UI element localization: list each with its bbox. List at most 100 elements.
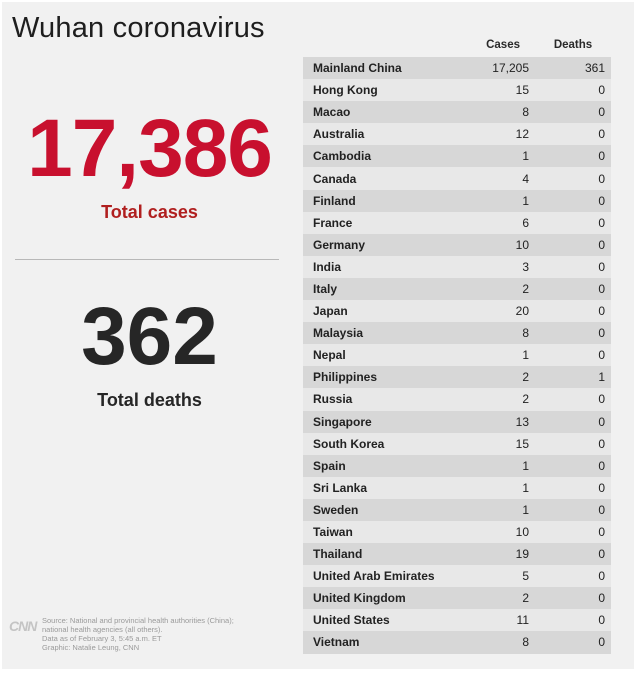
table-row: Japan 20 0	[303, 300, 611, 323]
country-cell: United Kingdom	[313, 591, 406, 606]
country-cell: Cambodia	[313, 149, 372, 164]
deaths-cell: 0	[598, 414, 605, 429]
cases-cell: 15	[515, 436, 529, 451]
cases-cell: 6	[522, 215, 529, 230]
table-row: Nepal 1 0	[303, 344, 611, 367]
country-cell: Germany	[313, 237, 366, 252]
deaths-cell: 0	[598, 326, 605, 341]
cases-cell: 2	[522, 392, 529, 407]
country-cell: Mainland China	[313, 61, 402, 76]
deaths-cell: 0	[598, 171, 605, 186]
table-row: Cambodia 1 0	[303, 145, 611, 168]
cases-cell: 4	[522, 171, 529, 186]
country-cell: Vietnam	[313, 635, 360, 650]
total-deaths-label: Total deaths	[97, 390, 202, 410]
deaths-cell: 0	[598, 127, 605, 142]
table-row: Spain 1 0	[303, 454, 611, 477]
totals-panel: 17,386 Total cases 362 Total deaths CNN …	[2, 2, 297, 669]
table-row: Philippines 2 1	[303, 366, 611, 389]
country-cell: South Korea	[313, 436, 385, 451]
cases-cell: 12	[515, 127, 529, 142]
deaths-cell: 0	[598, 502, 605, 517]
table-row: Germany 10 0	[303, 233, 611, 256]
column-header-cases: Cases	[486, 39, 520, 51]
cases-cell: 2	[522, 591, 529, 606]
table-row: Russia 2 0	[303, 388, 611, 411]
table-row: Sweden 1 0	[303, 498, 611, 521]
country-cell: Australia	[313, 127, 365, 142]
table-row: Malaysia 8 0	[303, 322, 611, 345]
cases-cell: 8	[522, 105, 529, 120]
table-row: Finland 1 0	[303, 189, 611, 212]
table-row: Taiwan 10 0	[303, 520, 611, 544]
cases-cell: 8	[522, 635, 529, 650]
total-deaths-value: 362	[81, 291, 218, 382]
source-line: Source: National and provincial health a…	[42, 616, 234, 625]
divider	[15, 259, 279, 260]
table-row: Hong Kong 15 0	[303, 79, 611, 102]
deaths-cell: 0	[598, 635, 605, 650]
table-row: Mainland China 17,205 361	[303, 57, 611, 80]
deaths-cell: 0	[598, 193, 605, 208]
country-cell: India	[313, 259, 342, 274]
table-row: Italy 2 0	[303, 277, 611, 301]
source-line: Data as of February 3, 5:45 a.m. ET	[42, 634, 162, 643]
country-cell: United Arab Emirates	[313, 569, 435, 584]
deaths-cell: 0	[598, 458, 605, 473]
cases-cell: 17,205	[492, 61, 529, 76]
deaths-cell: 0	[598, 105, 605, 120]
deaths-cell: 0	[598, 237, 605, 252]
deaths-cell: 0	[598, 480, 605, 495]
deaths-cell: 0	[598, 215, 605, 230]
cnn-logo-icon: CNN	[9, 618, 37, 634]
deaths-cell: 0	[598, 436, 605, 451]
country-cell: Italy	[313, 281, 338, 296]
country-cell: Finland	[313, 193, 356, 208]
country-cell: Spain	[313, 458, 346, 473]
cases-cell: 2	[522, 370, 529, 385]
table-row: Canada 4 0	[303, 167, 611, 190]
table-row: United States 11 0	[303, 609, 611, 632]
country-cell: Sri Lanka	[313, 480, 368, 495]
cases-cell: 3	[522, 259, 529, 274]
country-cell: Nepal	[313, 348, 346, 363]
cases-cell: 11	[516, 613, 529, 628]
infographic-card: Wuhan coronavirus 17,386 Total cases 362…	[2, 2, 634, 669]
table-row: Vietnam 8 0	[303, 631, 611, 654]
deaths-cell: 0	[598, 259, 605, 274]
cases-cell: 1	[522, 348, 529, 363]
country-cell: United States	[313, 613, 390, 628]
deaths-cell: 0	[598, 392, 605, 407]
deaths-cell: 1	[598, 370, 605, 385]
table-row: Thailand 19 0	[303, 543, 611, 566]
deaths-cell: 0	[598, 149, 605, 164]
column-header-deaths: Deaths	[553, 39, 593, 51]
country-cell: Hong Kong	[313, 83, 378, 98]
deaths-cell: 361	[584, 61, 605, 76]
cases-cell: 1	[522, 149, 529, 164]
cases-cell: 10	[515, 525, 529, 540]
deaths-cell: 0	[598, 281, 605, 296]
deaths-cell: 0	[598, 304, 605, 319]
country-cell: Canada	[313, 171, 357, 186]
cases-cell: 8	[522, 326, 529, 341]
country-table: Mainland China 17,205 361 Hong Kong 15 0 Macao…	[303, 57, 611, 654]
deaths-cell: 0	[598, 83, 605, 98]
country-cell: France	[313, 215, 353, 230]
table-row: Sri Lanka 1 0	[303, 476, 611, 499]
total-cases-value: 17,386	[27, 103, 273, 194]
cases-cell: 1	[522, 458, 529, 473]
deaths-cell: 0	[598, 613, 605, 628]
table-row: India 3 0	[303, 255, 611, 278]
deaths-cell: 0	[598, 591, 605, 606]
source-line: national health agencies (all others).	[42, 625, 163, 634]
table-row: Australia 12 0	[303, 123, 611, 146]
table-row: Singapore 13 0	[303, 410, 611, 433]
source-note: Source: National and provincial health a…	[42, 616, 302, 652]
cases-cell: 1	[522, 480, 529, 495]
country-cell: Thailand	[313, 547, 363, 562]
table-row: United Arab Emirates 5 0	[303, 565, 611, 588]
deaths-cell: 0	[598, 348, 605, 363]
cases-cell: 20	[515, 304, 529, 319]
cases-cell: 2	[522, 281, 529, 296]
